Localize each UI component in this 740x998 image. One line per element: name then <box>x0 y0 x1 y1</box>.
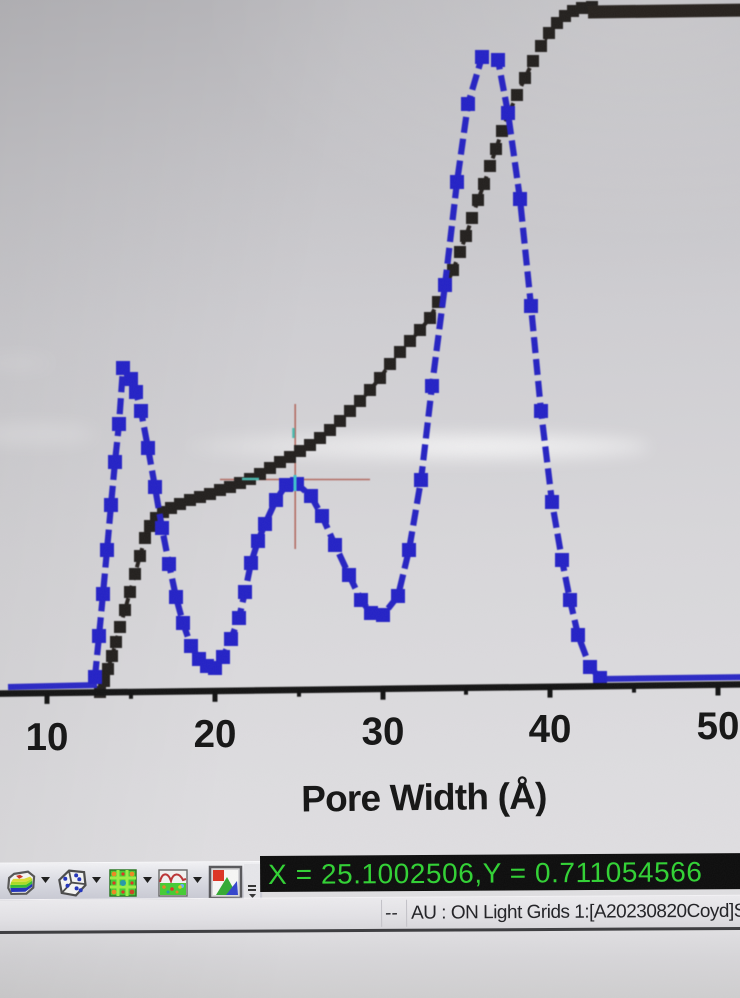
svg-text:40: 40 <box>529 708 572 751</box>
svg-text:20: 20 <box>194 713 237 756</box>
svg-text:Pore Width (Å): Pore Width (Å) <box>301 776 547 820</box>
svg-text:50: 50 <box>697 705 740 748</box>
svg-text:10: 10 <box>26 716 69 759</box>
svg-text:30: 30 <box>362 711 405 754</box>
